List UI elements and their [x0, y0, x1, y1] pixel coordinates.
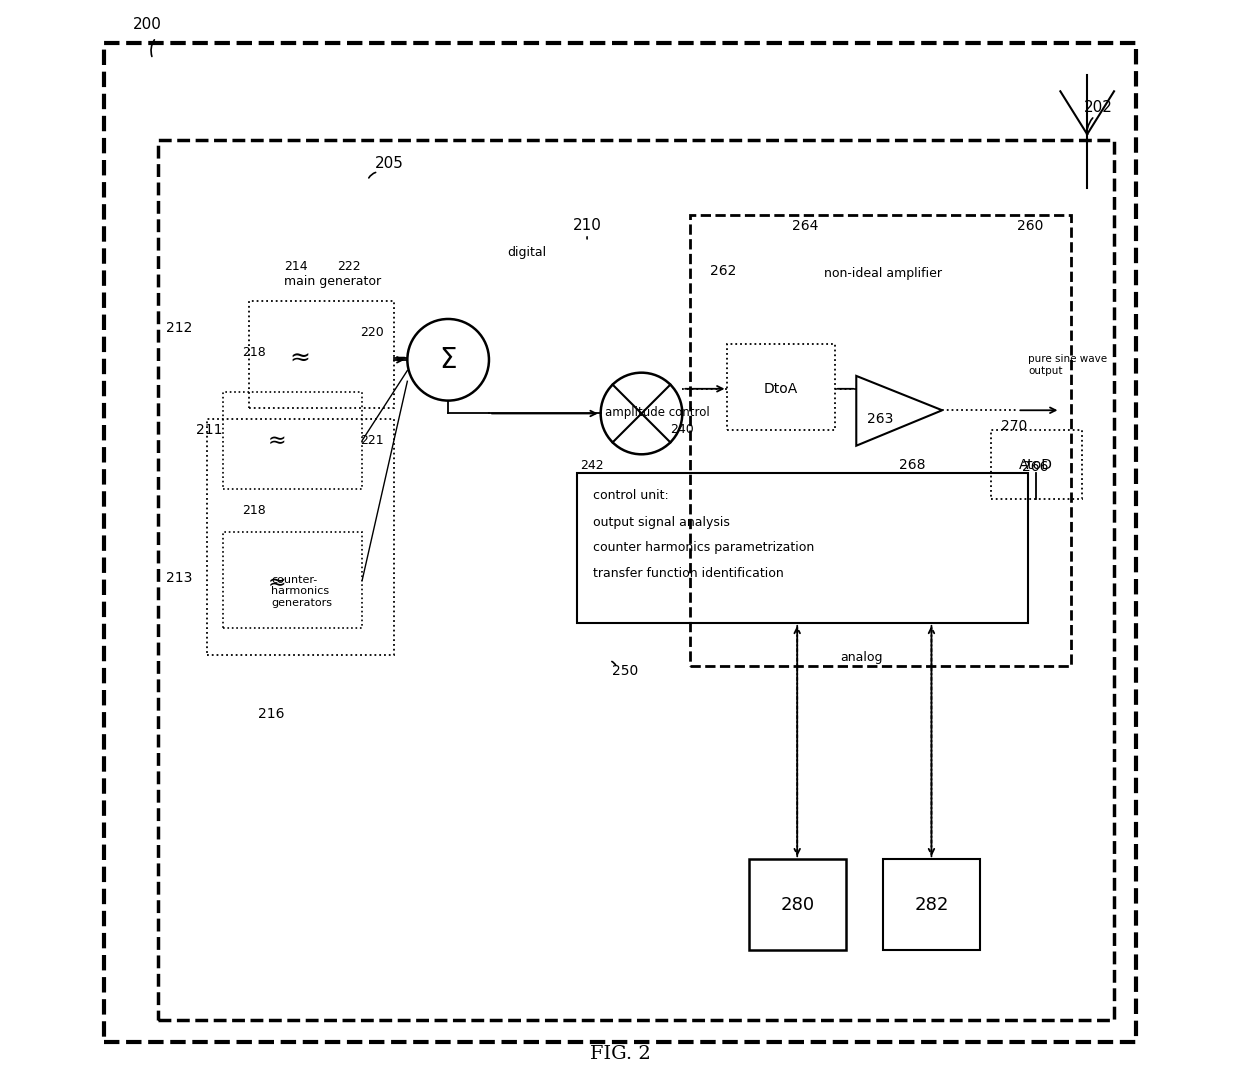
Text: 216: 216: [258, 707, 284, 722]
Text: 264: 264: [791, 218, 818, 233]
Bar: [207, 419, 394, 655]
Bar: [728, 344, 835, 430]
Text: 266: 266: [1023, 460, 1049, 475]
Text: control unit:: control unit:: [593, 489, 668, 502]
Text: 211: 211: [196, 422, 223, 437]
Bar: [577, 473, 1028, 623]
Text: counter harmonics parametrization: counter harmonics parametrization: [593, 541, 815, 554]
Text: 221: 221: [360, 434, 383, 447]
Text: 240: 240: [671, 423, 694, 436]
Text: counter-
harmonics
generators: counter- harmonics generators: [272, 575, 332, 608]
Text: 268: 268: [899, 458, 925, 473]
Text: 263: 263: [867, 411, 893, 426]
Bar: [883, 859, 980, 950]
Text: 242: 242: [580, 459, 604, 471]
Text: 222: 222: [337, 260, 361, 273]
Text: transfer function identification: transfer function identification: [593, 567, 784, 580]
Text: 213: 213: [166, 570, 193, 585]
Bar: [249, 301, 394, 408]
Text: 262: 262: [711, 263, 737, 278]
Bar: [689, 215, 1071, 666]
Bar: [991, 430, 1081, 499]
Text: 280: 280: [780, 897, 815, 914]
Text: 205: 205: [374, 156, 403, 171]
Text: 220: 220: [360, 326, 384, 339]
Text: 270: 270: [1001, 419, 1027, 434]
Text: DtoA: DtoA: [764, 381, 799, 396]
Bar: [749, 859, 846, 950]
Text: non-ideal amplifier: non-ideal amplifier: [825, 267, 942, 280]
Bar: [223, 392, 362, 489]
Text: pure sine wave
output: pure sine wave output: [1028, 354, 1107, 376]
Text: 210: 210: [573, 218, 603, 233]
Text: digital: digital: [507, 246, 547, 259]
Text: $\approx$: $\approx$: [285, 345, 310, 368]
Bar: [223, 532, 362, 628]
Text: 214
main generator: 214 main generator: [284, 260, 381, 288]
Text: 212: 212: [166, 320, 193, 335]
Text: 218: 218: [242, 504, 265, 517]
Text: 218: 218: [242, 346, 265, 359]
Text: 202: 202: [1084, 100, 1112, 115]
Text: $\approx$: $\approx$: [263, 572, 285, 592]
Text: $\approx$: $\approx$: [263, 431, 285, 450]
Text: 260: 260: [1017, 218, 1043, 233]
Text: output signal analysis: output signal analysis: [593, 516, 730, 528]
Bar: [159, 140, 1114, 1020]
Text: 282: 282: [914, 897, 949, 914]
Text: FIG. 2: FIG. 2: [590, 1045, 650, 1063]
Text: $\Sigma$: $\Sigma$: [439, 346, 458, 374]
Text: 200: 200: [133, 17, 162, 32]
Text: 250: 250: [613, 664, 639, 679]
Text: AtoD: AtoD: [1018, 458, 1053, 473]
Text: analog: analog: [841, 651, 883, 664]
Text: amplitude control: amplitude control: [605, 406, 711, 419]
